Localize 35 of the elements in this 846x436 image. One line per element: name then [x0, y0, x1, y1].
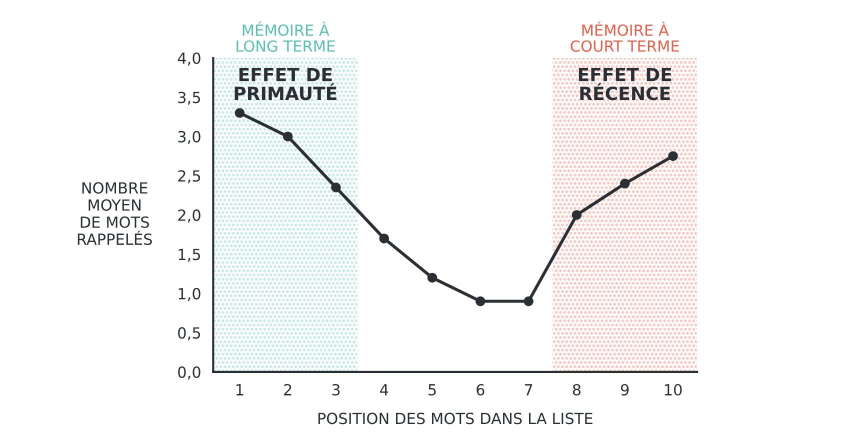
y-axis-title: NOMBRE MOYEN DE MOTS RAPPELÉS: [78, 182, 152, 246]
y-tick-label: 3,0: [178, 130, 200, 144]
y-tick-label: 0,5: [178, 327, 200, 340]
x-axis-title: POSITION DES MOTS DANS LA LISTE: [318, 412, 592, 424]
band-label: MÉMOIRE À COURT TERME: [570, 22, 679, 52]
x-tick-label: 2: [284, 384, 292, 396]
x-tick-label: 9: [620, 384, 629, 396]
x-tick-label: 7: [524, 384, 532, 396]
point: [282, 132, 293, 142]
x-tick-label: 1: [236, 384, 244, 396]
point: [234, 108, 245, 118]
point: [331, 182, 341, 192]
x-tick-label: 8: [572, 384, 581, 396]
point: [668, 151, 678, 161]
y-tick-label: 3,5: [178, 92, 200, 105]
y-tick-label: 4,0: [178, 52, 200, 66]
point: [379, 234, 389, 244]
x-tick-label: 3: [332, 384, 340, 396]
point: [476, 296, 486, 306]
point: [572, 210, 582, 220]
x-tick-label: 5: [428, 384, 436, 396]
y-tick-label: 1,0: [178, 288, 200, 302]
annotation: EFFET DE RÉCENCE: [578, 68, 672, 100]
x-tick-label: 4: [380, 384, 388, 396]
band-label: MÉMOIRE À LONG TERME: [236, 22, 335, 52]
point: [620, 178, 630, 188]
y-tick-label: 1,5: [178, 248, 200, 262]
point: [427, 272, 438, 283]
x-tick-label: 10: [664, 384, 682, 396]
x-tick-label: 6: [476, 384, 484, 396]
y-tick-label: 2,5: [178, 170, 200, 184]
y-tick-label: 0,0: [178, 366, 200, 380]
annotation: EFFET DE PRIMAUTÉ: [234, 68, 336, 100]
y-tick-label: 2,0: [178, 209, 200, 223]
point: [524, 296, 534, 306]
